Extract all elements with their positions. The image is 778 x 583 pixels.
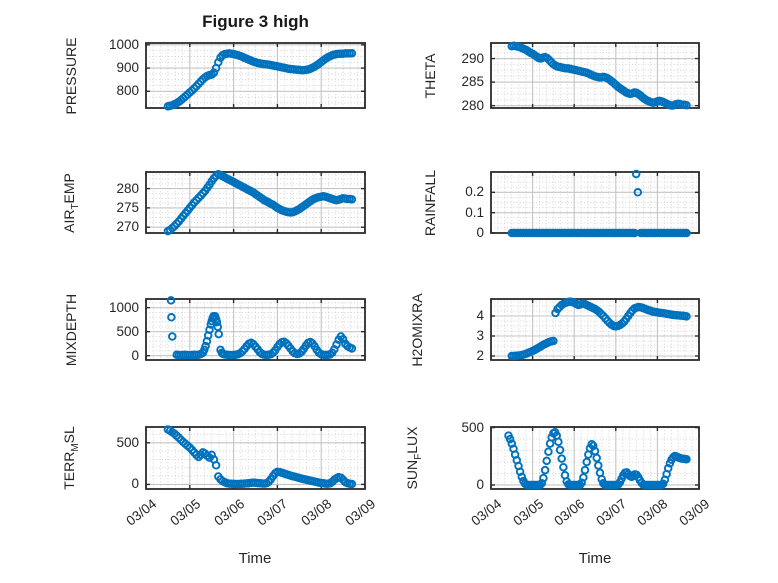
subplot-sun_flux: [490, 426, 700, 490]
subplot-pressure: [145, 42, 366, 111]
subplot-rainfall: [490, 169, 700, 238]
axes-box: [490, 42, 700, 109]
x-axis-label-right: Time: [578, 550, 612, 567]
y-axis-label-terr_msl: TERRMSL: [61, 426, 81, 490]
y-axis-label-theta: THETA: [422, 53, 438, 98]
ytick-label-mixdepth: 500: [116, 323, 139, 339]
minor-grid: [491, 172, 699, 233]
ytick-label-theta: 290: [461, 50, 484, 66]
ytick-label-rainfall: 0.2: [465, 184, 484, 200]
subplot-air_temp: [145, 170, 366, 236]
subplot-h2omixra: [490, 297, 700, 361]
ytick-label-air_temp: 270: [116, 219, 139, 235]
data-markers: [507, 297, 691, 361]
axes-box: [145, 42, 366, 109]
ytick-label-mixdepth: 0: [131, 347, 139, 363]
axes-box: [490, 426, 700, 490]
axes-box: [145, 426, 366, 490]
y-axis-label-rainfall: RAINFALL: [422, 169, 438, 236]
ytick-label-sun_flux: 0: [476, 476, 484, 492]
data-markers: [163, 170, 357, 236]
data-markers: [166, 296, 357, 360]
ytick-label-h2omixra: 3: [476, 328, 484, 343]
ytick-label-terr_msl: 500: [116, 434, 139, 450]
ytick-label-terr_msl: 0: [131, 476, 139, 492]
ytick-label-theta: 280: [461, 97, 484, 113]
y-axis-label-pressure: PRESSURE: [63, 36, 79, 115]
subplot-terr_msl: [145, 425, 366, 490]
ytick-label-pressure: 800: [116, 83, 139, 99]
ytick-label-h2omixra: 2: [476, 348, 484, 363]
ytick-label-air_temp: 280: [116, 180, 139, 196]
data-markers: [163, 48, 357, 111]
data-markers: [504, 427, 691, 490]
major-grid: [491, 172, 699, 233]
data-markers: [507, 41, 691, 110]
y-axis-label-subscript: F: [412, 453, 424, 460]
ytick-label-pressure: 900: [116, 60, 139, 76]
major-grid: [146, 43, 365, 108]
axes-box: [145, 298, 366, 361]
axes-box: [490, 298, 700, 361]
y-axis-label-subscript: M: [69, 443, 81, 452]
ytick-label-rainfall: 0.1: [465, 204, 484, 220]
data-markers: [163, 425, 357, 489]
data-markers: [507, 169, 691, 238]
ytick-label-air_temp: 275: [116, 199, 139, 215]
ytick-label-pressure: 1000: [108, 36, 139, 52]
ytick-label-h2omixra: 4: [476, 308, 484, 323]
axes-box: [145, 171, 366, 234]
ytick-label-sun_flux: 500: [461, 419, 484, 435]
y-axis-label-mixdepth: MIXDEPTH: [63, 293, 79, 366]
ytick-label-rainfall: 0: [476, 225, 484, 240]
subplot-theta: [490, 41, 700, 110]
figure-title: Figure 3 high: [202, 12, 309, 31]
subplot-mixdepth: [145, 296, 366, 361]
x-axis-label-left: Time: [238, 550, 272, 567]
y-axis-label-air_temp: AIRTEMP: [61, 172, 81, 233]
ytick-label-mixdepth: 1000: [108, 299, 139, 315]
y-axis-label-sun_flux: SUNFLUX: [404, 426, 424, 490]
y-axis-label-h2omixra: H2OMIXRA: [409, 292, 425, 367]
ytick-label-theta: 285: [461, 74, 484, 90]
major-grid: [491, 43, 699, 108]
